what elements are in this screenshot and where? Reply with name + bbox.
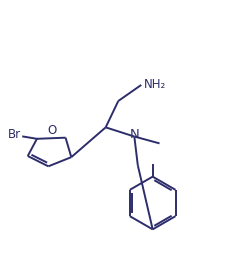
Text: N: N (129, 128, 139, 141)
Text: O: O (47, 124, 56, 137)
Text: NH₂: NH₂ (143, 78, 165, 91)
Text: Br: Br (7, 128, 21, 141)
